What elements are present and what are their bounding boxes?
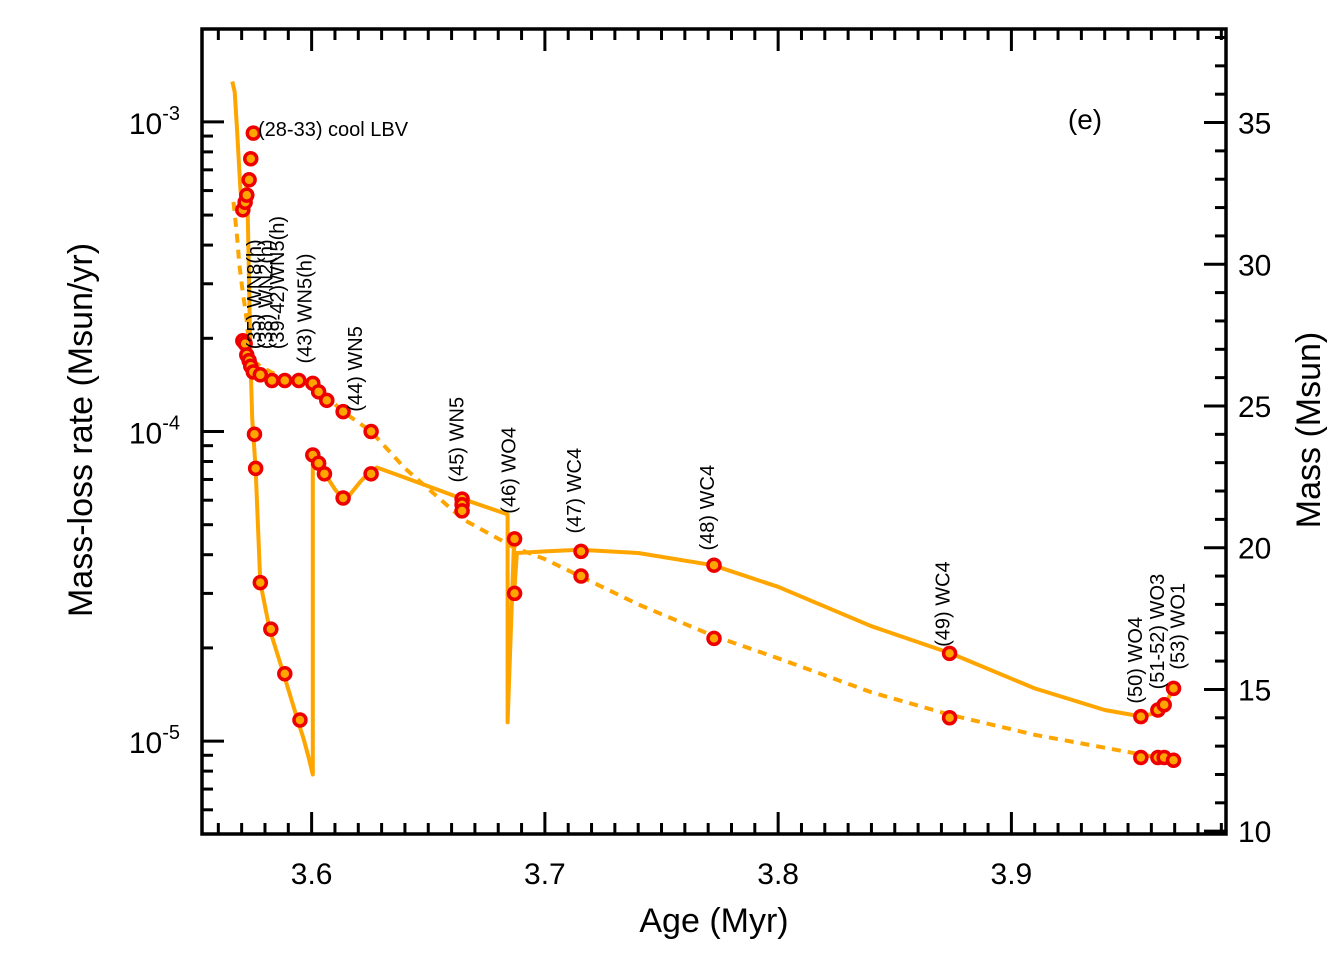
mass-loss-marker	[277, 666, 293, 682]
y-right-tick-label: 30	[1238, 249, 1271, 282]
mass-loss-marker	[246, 426, 263, 442]
x-tick-label: 3.9	[991, 858, 1033, 891]
x-tick-label: 3.6	[291, 858, 333, 891]
y-left-tick-label: 10-5	[129, 722, 180, 760]
panel-label: (e)	[1068, 104, 1102, 135]
mass-loss-marker	[316, 466, 333, 482]
y-right-tick-label: 20	[1238, 533, 1271, 566]
annotation-label: (43) WN5(h)	[295, 253, 317, 363]
plot-frame	[200, 27, 1228, 836]
mass-loss-marker	[247, 460, 264, 477]
mass-loss-marker	[243, 151, 259, 167]
mass-loss-marker	[245, 125, 262, 141]
mass-marker	[941, 710, 958, 726]
mass-loss-marker	[506, 531, 523, 547]
mass-loss-marker	[1133, 708, 1149, 725]
mass-marker	[363, 423, 379, 440]
y-left-tick-label: 10-4	[129, 413, 180, 451]
mass-loss-marker	[1165, 680, 1182, 697]
annotation-label: (48) WC4	[697, 465, 719, 551]
annotation-label: (50) WO4	[1125, 617, 1147, 704]
mass-loss-marker	[252, 574, 269, 591]
mass-marker	[1165, 752, 1182, 769]
annotation-label: (28-33) cool LBV	[258, 119, 409, 141]
annotation-label: (35) WN8(h)	[244, 239, 266, 349]
x-tick-label: 3.7	[524, 858, 566, 891]
annotations-layer: (28-33) cool LBV (35) WN8(h)(38) WN2(h)(3…	[244, 119, 1190, 704]
mass-loss-marker	[706, 557, 722, 573]
annotation-label: (47) WC4	[564, 448, 586, 534]
mass-loss-marker	[292, 712, 308, 728]
y-right-tick-label: 35	[1238, 108, 1271, 141]
x-tick-label: 3.8	[757, 858, 799, 891]
y-left-tick-label: 10-3	[129, 103, 180, 141]
x-axis-title: Age (Myr)	[639, 902, 788, 940]
mass-loss-marker	[241, 172, 257, 188]
mass-marker	[573, 568, 589, 584]
mass-loss-marker	[263, 621, 279, 637]
y-right-axis-title: Mass (Msun)	[1290, 332, 1328, 528]
annotation-label: (38) WN2(h)	[255, 239, 277, 349]
annotation-label: (51-52) WO3	[1147, 574, 1169, 690]
tick-labels: 3.6 3.7 3.8 3.9 10-3 10-4 10-5 35 30 25 20 15 10	[129, 103, 1272, 891]
mass-marker	[1133, 749, 1149, 766]
mass-marker	[706, 630, 722, 647]
y-right-tick-label: 25	[1238, 391, 1271, 424]
annotation-label: (49) WC4	[933, 561, 955, 647]
annotation-label: (44) WN5	[345, 326, 367, 412]
mass-marker	[319, 392, 335, 409]
axis-ticks	[202, 29, 1226, 834]
mass-loss-marker	[335, 490, 351, 506]
mass-marker	[291, 372, 307, 389]
annotation-label: (46) WO4	[499, 427, 521, 514]
mass-marker	[252, 367, 269, 383]
mass-loss-marker	[1156, 697, 1172, 713]
annotation-label: (39-42)WN5(h)	[267, 216, 289, 349]
annotation-label: (53) WO1	[1168, 583, 1190, 670]
y-right-tick-label: 10	[1238, 816, 1271, 849]
y-right-tick-label: 15	[1238, 674, 1271, 707]
mass-loss-marker	[363, 466, 379, 482]
mass-loss-marker	[239, 187, 255, 203]
mass-marker	[454, 503, 470, 519]
annotation-label: (45) WN5	[447, 397, 469, 483]
mass-loss-marker	[573, 543, 589, 560]
mass-marker	[277, 372, 293, 389]
mass-marker	[335, 403, 351, 420]
mass-loss-marker	[506, 585, 523, 602]
markers-layer	[235, 125, 1182, 769]
mass-marker	[264, 372, 280, 389]
y-left-axis-title: Mass-loss rate (Msun/yr)	[62, 243, 100, 617]
mass-loss-marker	[941, 645, 958, 662]
